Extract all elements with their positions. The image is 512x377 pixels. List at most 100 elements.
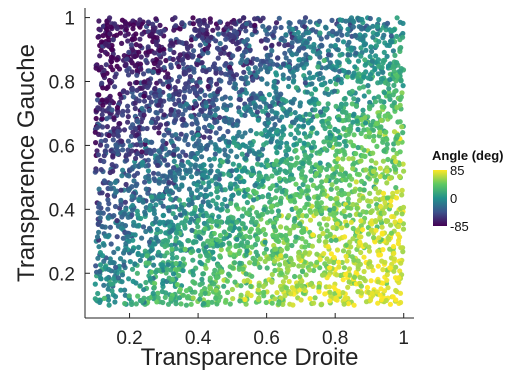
scatter-point bbox=[114, 63, 120, 69]
scatter-point bbox=[201, 300, 207, 307]
scatter-point bbox=[353, 50, 359, 56]
scatter-point bbox=[393, 195, 400, 201]
scatter-point bbox=[379, 297, 385, 303]
scatter-point bbox=[176, 74, 183, 80]
scatter-point bbox=[341, 139, 347, 145]
scatter-point bbox=[98, 276, 104, 282]
scatter-point bbox=[132, 232, 138, 238]
scatter-point bbox=[122, 23, 128, 29]
scatter-point bbox=[235, 118, 241, 124]
scatter-point bbox=[97, 299, 103, 305]
scatter-point bbox=[220, 241, 226, 247]
scatter-point bbox=[129, 36, 135, 42]
scatter-point bbox=[248, 283, 254, 289]
scatter-point bbox=[153, 119, 159, 126]
scatter-point bbox=[202, 92, 208, 98]
scatter-point bbox=[252, 65, 258, 71]
scatter-point bbox=[104, 116, 110, 122]
scatter-point bbox=[381, 210, 387, 216]
scatter-point bbox=[207, 156, 213, 163]
scatter-point bbox=[313, 162, 319, 168]
scatter-point bbox=[353, 179, 359, 185]
scatter-point bbox=[204, 23, 210, 29]
scatter-point bbox=[222, 118, 229, 125]
scatter-point bbox=[283, 98, 289, 104]
scatter-point bbox=[210, 198, 216, 204]
scatter-point bbox=[193, 101, 199, 107]
scatter-point bbox=[332, 291, 338, 297]
scatter-point bbox=[190, 295, 196, 301]
scatter-point bbox=[224, 219, 230, 225]
scatter-point bbox=[123, 181, 129, 188]
scatter-point bbox=[161, 157, 168, 163]
colorbar-ticks: 850-85 bbox=[450, 163, 469, 234]
scatter-point bbox=[345, 26, 351, 32]
scatter-point bbox=[222, 44, 229, 50]
scatter-point bbox=[130, 18, 136, 24]
scatter-point bbox=[114, 105, 121, 111]
scatter-point bbox=[205, 142, 211, 148]
scatter-point bbox=[269, 136, 275, 142]
scatter-point bbox=[360, 84, 367, 90]
scatter-point bbox=[318, 109, 324, 115]
scatter-point bbox=[397, 173, 403, 180]
scatter-point bbox=[106, 132, 112, 139]
scatter-point bbox=[279, 35, 285, 42]
scatter-point bbox=[195, 132, 201, 138]
scatter-point bbox=[107, 169, 113, 176]
scatter-point bbox=[369, 48, 375, 55]
scatter-point bbox=[105, 214, 111, 220]
scatter-point bbox=[108, 24, 114, 30]
scatter-point bbox=[117, 256, 124, 262]
scatter-point bbox=[125, 108, 131, 114]
scatter-point bbox=[186, 202, 192, 208]
scatter-point bbox=[179, 183, 185, 189]
scatter-point bbox=[341, 265, 347, 271]
scatter-point bbox=[130, 22, 136, 28]
scatter-point bbox=[266, 92, 272, 98]
scatter-point bbox=[113, 264, 119, 270]
scatter-point bbox=[208, 191, 214, 197]
scatter-point bbox=[376, 252, 382, 258]
scatter-point bbox=[231, 20, 237, 26]
scatter-point bbox=[361, 268, 367, 275]
scatter-point bbox=[138, 66, 144, 72]
scatter-point bbox=[118, 202, 124, 208]
x-tick-label: 0.6 bbox=[253, 328, 279, 349]
scatter-point bbox=[370, 127, 376, 133]
scatter-point bbox=[357, 158, 363, 164]
scatter-point bbox=[326, 141, 332, 147]
scatter-point bbox=[374, 24, 380, 30]
scatter-point bbox=[261, 142, 267, 148]
scatter-point bbox=[280, 106, 286, 112]
scatter-point bbox=[276, 15, 282, 21]
scatter-point bbox=[327, 265, 333, 271]
scatter-point bbox=[345, 196, 351, 202]
scatter-point bbox=[400, 30, 406, 37]
scatter-point bbox=[333, 31, 339, 37]
scatter-point bbox=[278, 140, 284, 146]
scatter-point bbox=[175, 109, 182, 115]
scatter-point bbox=[390, 147, 396, 153]
scatter-point bbox=[212, 107, 218, 113]
scatter-point bbox=[222, 147, 228, 153]
scatter-point bbox=[122, 287, 128, 293]
scatter-point bbox=[292, 110, 298, 116]
scatter-point bbox=[137, 36, 143, 42]
scatter-point bbox=[195, 125, 202, 132]
scatter-point bbox=[379, 64, 385, 70]
scatter-point bbox=[180, 61, 186, 67]
scatter-point bbox=[377, 215, 383, 221]
scatter-point bbox=[361, 93, 367, 99]
scatter-point bbox=[160, 212, 166, 219]
scatter-point bbox=[274, 290, 280, 296]
scatter-point bbox=[155, 171, 161, 177]
scatter-point bbox=[173, 246, 179, 252]
scatter-point bbox=[261, 207, 267, 213]
scatter-point bbox=[269, 116, 276, 122]
scatter-point bbox=[351, 111, 357, 117]
scatter-point bbox=[390, 243, 397, 250]
scatter-point bbox=[331, 254, 337, 261]
scatter-point bbox=[219, 159, 225, 165]
scatter-point bbox=[211, 156, 217, 162]
